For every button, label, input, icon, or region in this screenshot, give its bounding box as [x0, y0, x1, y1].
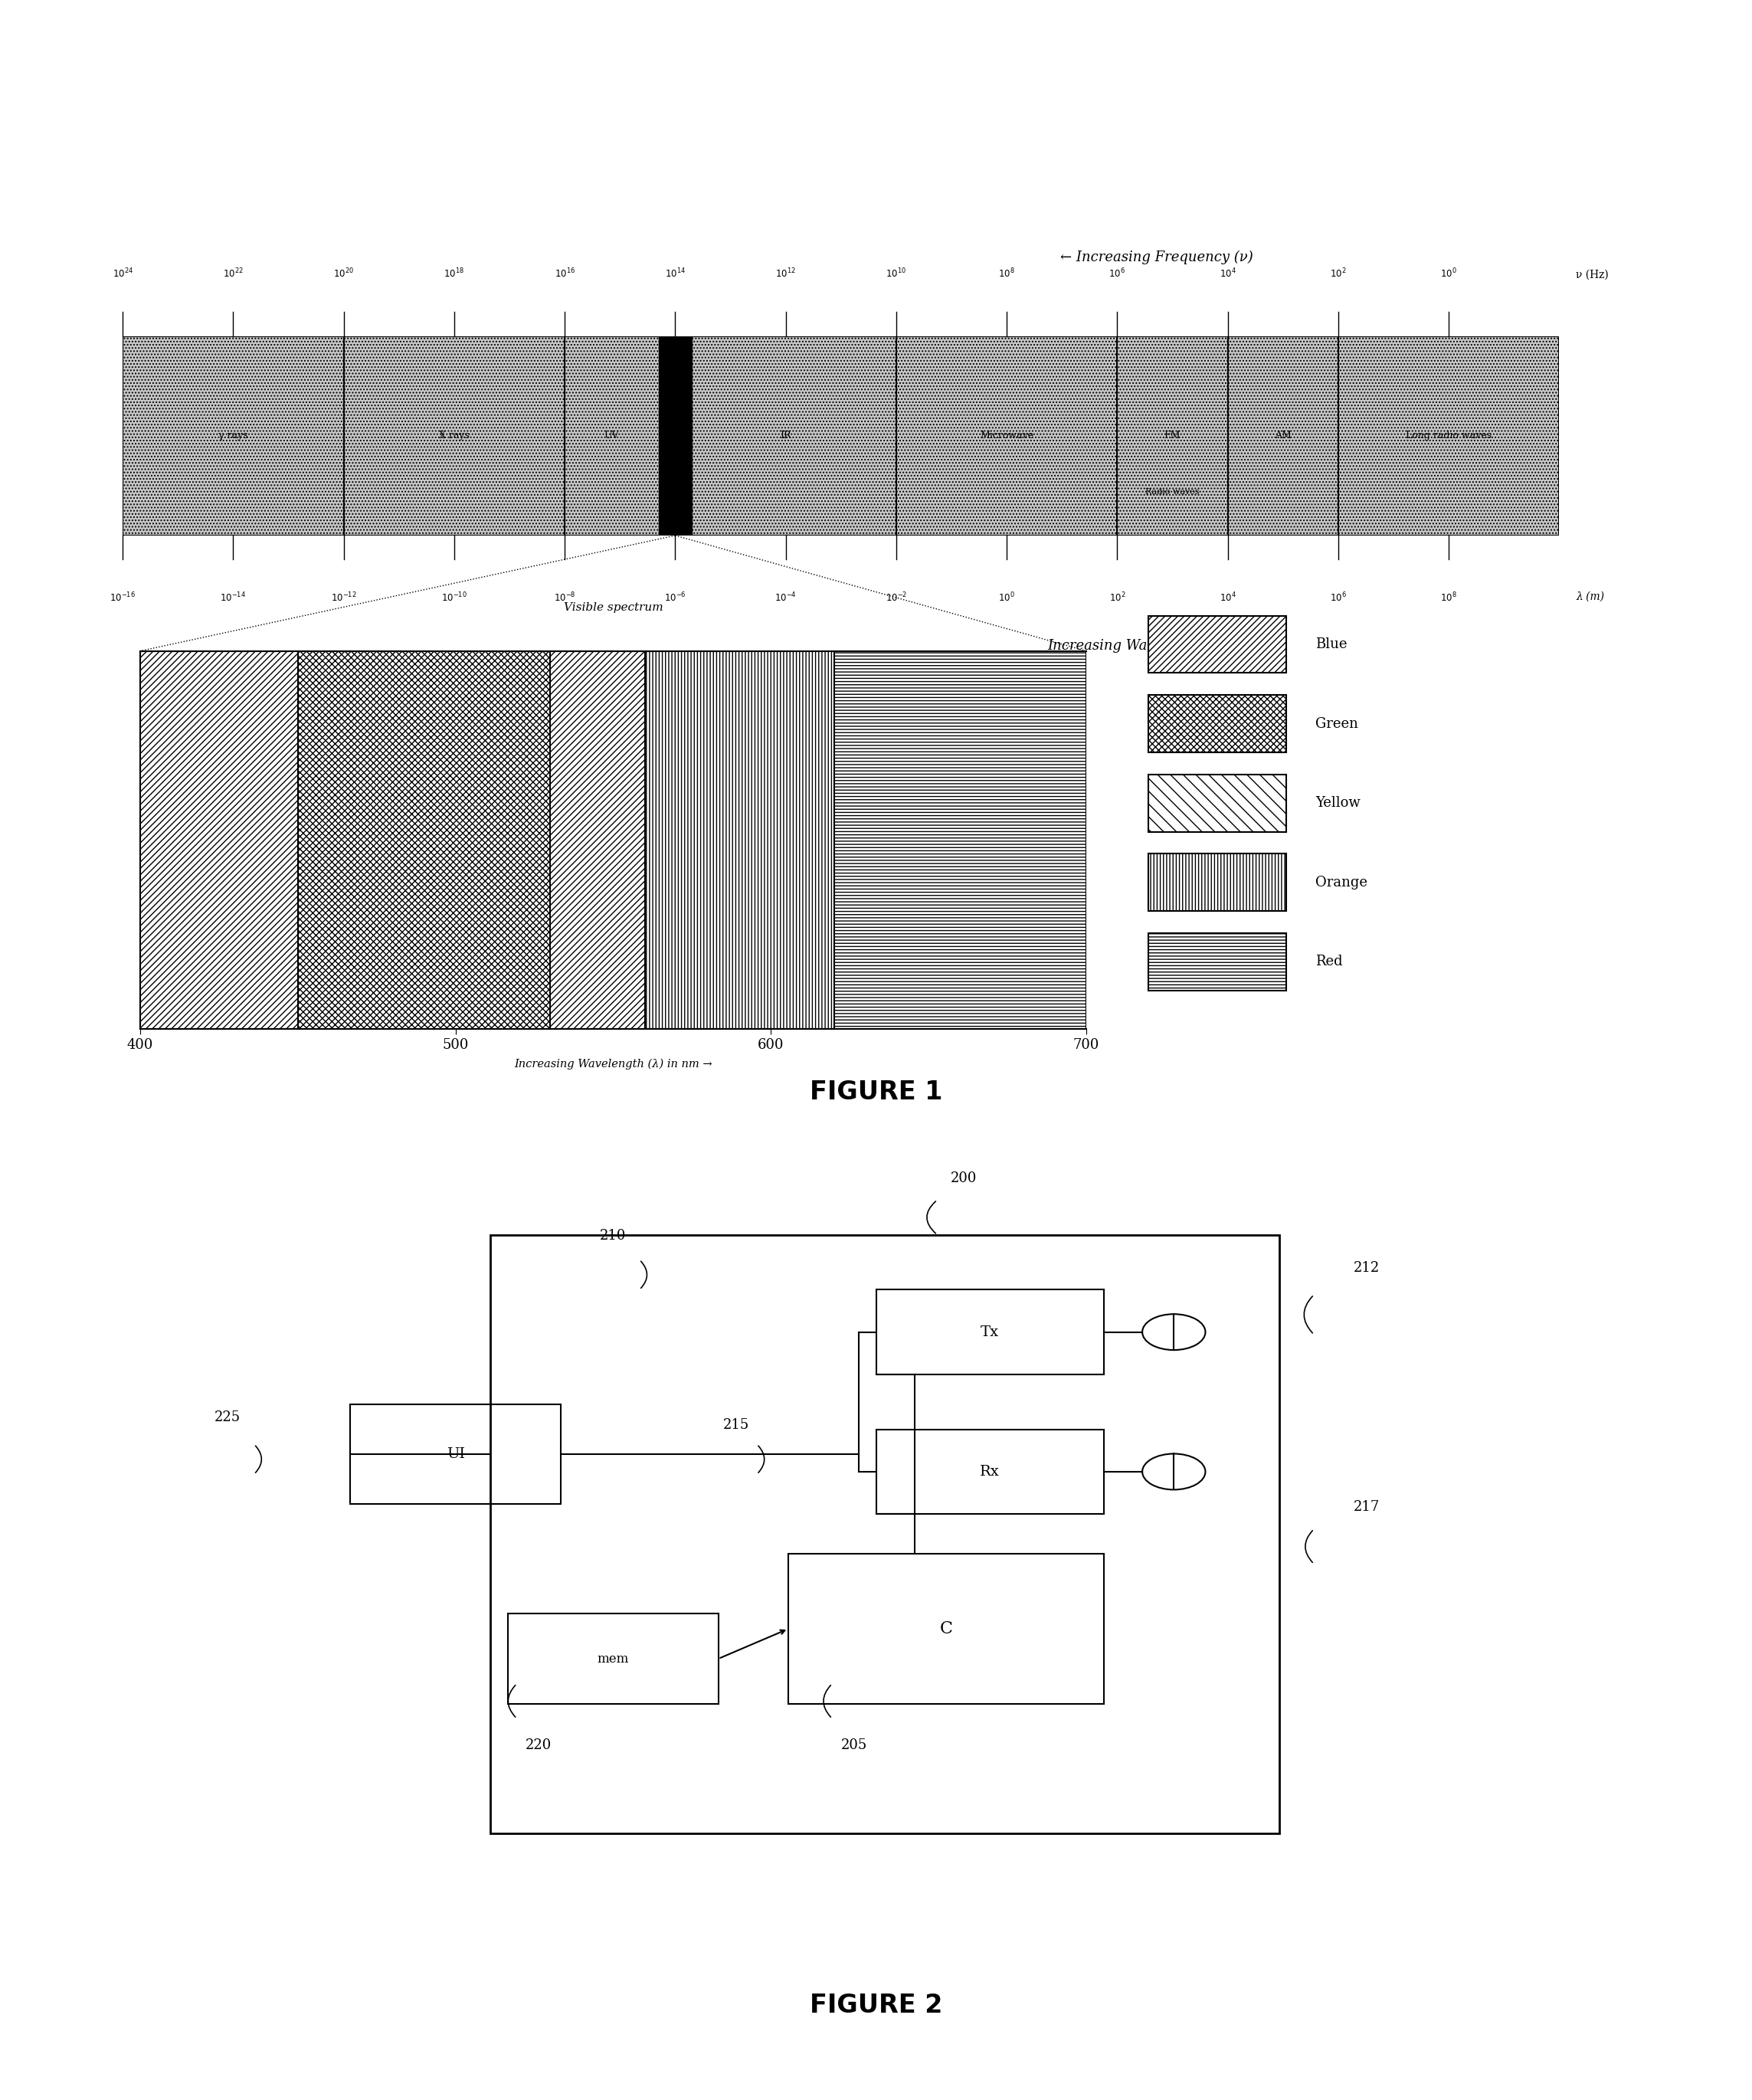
Text: $10^{-16}$: $10^{-16}$	[110, 592, 135, 605]
Bar	[1149, 855, 1286, 911]
Text: $10^{20}$: $10^{20}$	[333, 267, 354, 279]
Bar	[1149, 615, 1286, 672]
Text: $10^{4}$: $10^{4}$	[1219, 267, 1237, 279]
Text: Visible spectrum: Visible spectrum	[564, 603, 662, 613]
Bar	[659, 336, 692, 536]
Text: $10^{-4}$: $10^{-4}$	[774, 592, 797, 605]
Text: 210: 210	[599, 1228, 627, 1243]
Text: Increasing Wavelength (λ) →: Increasing Wavelength (λ) →	[1048, 638, 1247, 653]
Text: Long radio waves: Long radio waves	[1405, 430, 1491, 441]
Text: $10^{24}$: $10^{24}$	[112, 267, 133, 279]
Bar	[876, 1289, 1104, 1376]
Text: X rays: X rays	[440, 430, 470, 441]
Text: $10^{6}$: $10^{6}$	[1330, 592, 1347, 605]
Text: 220: 220	[526, 1739, 552, 1751]
Text: Yellow: Yellow	[1316, 796, 1360, 811]
Bar	[140, 651, 298, 1029]
Bar	[491, 1235, 1279, 1833]
Text: $10^{-14}$: $10^{-14}$	[221, 592, 247, 605]
Text: ← Increasing Frequency (ν): ← Increasing Frequency (ν)	[1060, 250, 1253, 265]
Text: $10^{4}$: $10^{4}$	[1219, 592, 1237, 605]
Text: 200: 200	[950, 1172, 978, 1184]
Text: mem: mem	[597, 1653, 629, 1665]
Text: 212: 212	[1354, 1260, 1379, 1275]
Text: Radio waves: Radio waves	[1146, 487, 1200, 496]
Bar	[1149, 695, 1286, 752]
Bar	[834, 651, 1086, 1029]
Text: 225: 225	[215, 1411, 240, 1424]
Text: $10^{-8}$: $10^{-8}$	[554, 592, 576, 605]
Text: $10^{8}$: $10^{8}$	[1440, 592, 1458, 605]
Bar	[788, 1554, 1104, 1703]
Text: Green: Green	[1316, 716, 1358, 731]
Bar	[508, 1613, 718, 1703]
Bar	[645, 651, 834, 1029]
Text: $10^{14}$: $10^{14}$	[664, 267, 685, 279]
Text: $10^{-10}$: $10^{-10}$	[442, 592, 468, 605]
Text: $10^{22}$: $10^{22}$	[223, 267, 244, 279]
Text: Red: Red	[1316, 956, 1342, 968]
Text: Microwave: Microwave	[979, 430, 1034, 441]
Text: 217: 217	[1354, 1499, 1379, 1514]
Text: UI: UI	[447, 1447, 464, 1462]
Text: Rx: Rx	[979, 1466, 1000, 1478]
Text: 215: 215	[724, 1418, 748, 1432]
Text: $10^{0}$: $10^{0}$	[999, 592, 1014, 605]
Text: $10^{-2}$: $10^{-2}$	[885, 592, 908, 605]
Text: Tx: Tx	[981, 1325, 999, 1340]
X-axis label: Increasing Wavelength (λ) in nm →: Increasing Wavelength (λ) in nm →	[513, 1058, 713, 1069]
Bar	[298, 651, 550, 1029]
Text: γ rays: γ rays	[219, 430, 247, 441]
Text: $10^{6}$: $10^{6}$	[1109, 267, 1125, 279]
Text: $10^{-6}$: $10^{-6}$	[664, 592, 687, 605]
Bar	[550, 651, 645, 1029]
Text: $10^{2}$: $10^{2}$	[1330, 267, 1347, 279]
Text: Blue: Blue	[1316, 638, 1347, 651]
Text: $10^{12}$: $10^{12}$	[776, 267, 795, 279]
Text: C: C	[939, 1621, 953, 1638]
Text: $10^{16}$: $10^{16}$	[554, 267, 575, 279]
Text: $10^{0}$: $10^{0}$	[1440, 267, 1458, 279]
Text: ν (Hz): ν (Hz)	[1575, 269, 1608, 279]
Bar	[350, 1405, 561, 1504]
Bar	[876, 1430, 1104, 1514]
Text: $10^{2}$: $10^{2}$	[1109, 592, 1125, 605]
Text: IR: IR	[780, 430, 792, 441]
Text: FIGURE 1: FIGURE 1	[809, 1079, 943, 1105]
Bar	[1149, 775, 1286, 832]
Text: Orange: Orange	[1316, 876, 1368, 888]
Text: FIGURE 2: FIGURE 2	[809, 1993, 943, 2018]
Text: $10^{18}$: $10^{18}$	[443, 267, 464, 279]
Text: $10^{8}$: $10^{8}$	[999, 267, 1014, 279]
Text: FM: FM	[1165, 430, 1181, 441]
Text: 205: 205	[841, 1739, 867, 1751]
Text: $10^{-12}$: $10^{-12}$	[331, 592, 357, 605]
Text: UV: UV	[604, 430, 618, 441]
Bar	[1149, 932, 1286, 991]
Text: $10^{10}$: $10^{10}$	[887, 267, 906, 279]
Text: λ (m): λ (m)	[1575, 592, 1605, 603]
Text: AM: AM	[1275, 430, 1291, 441]
